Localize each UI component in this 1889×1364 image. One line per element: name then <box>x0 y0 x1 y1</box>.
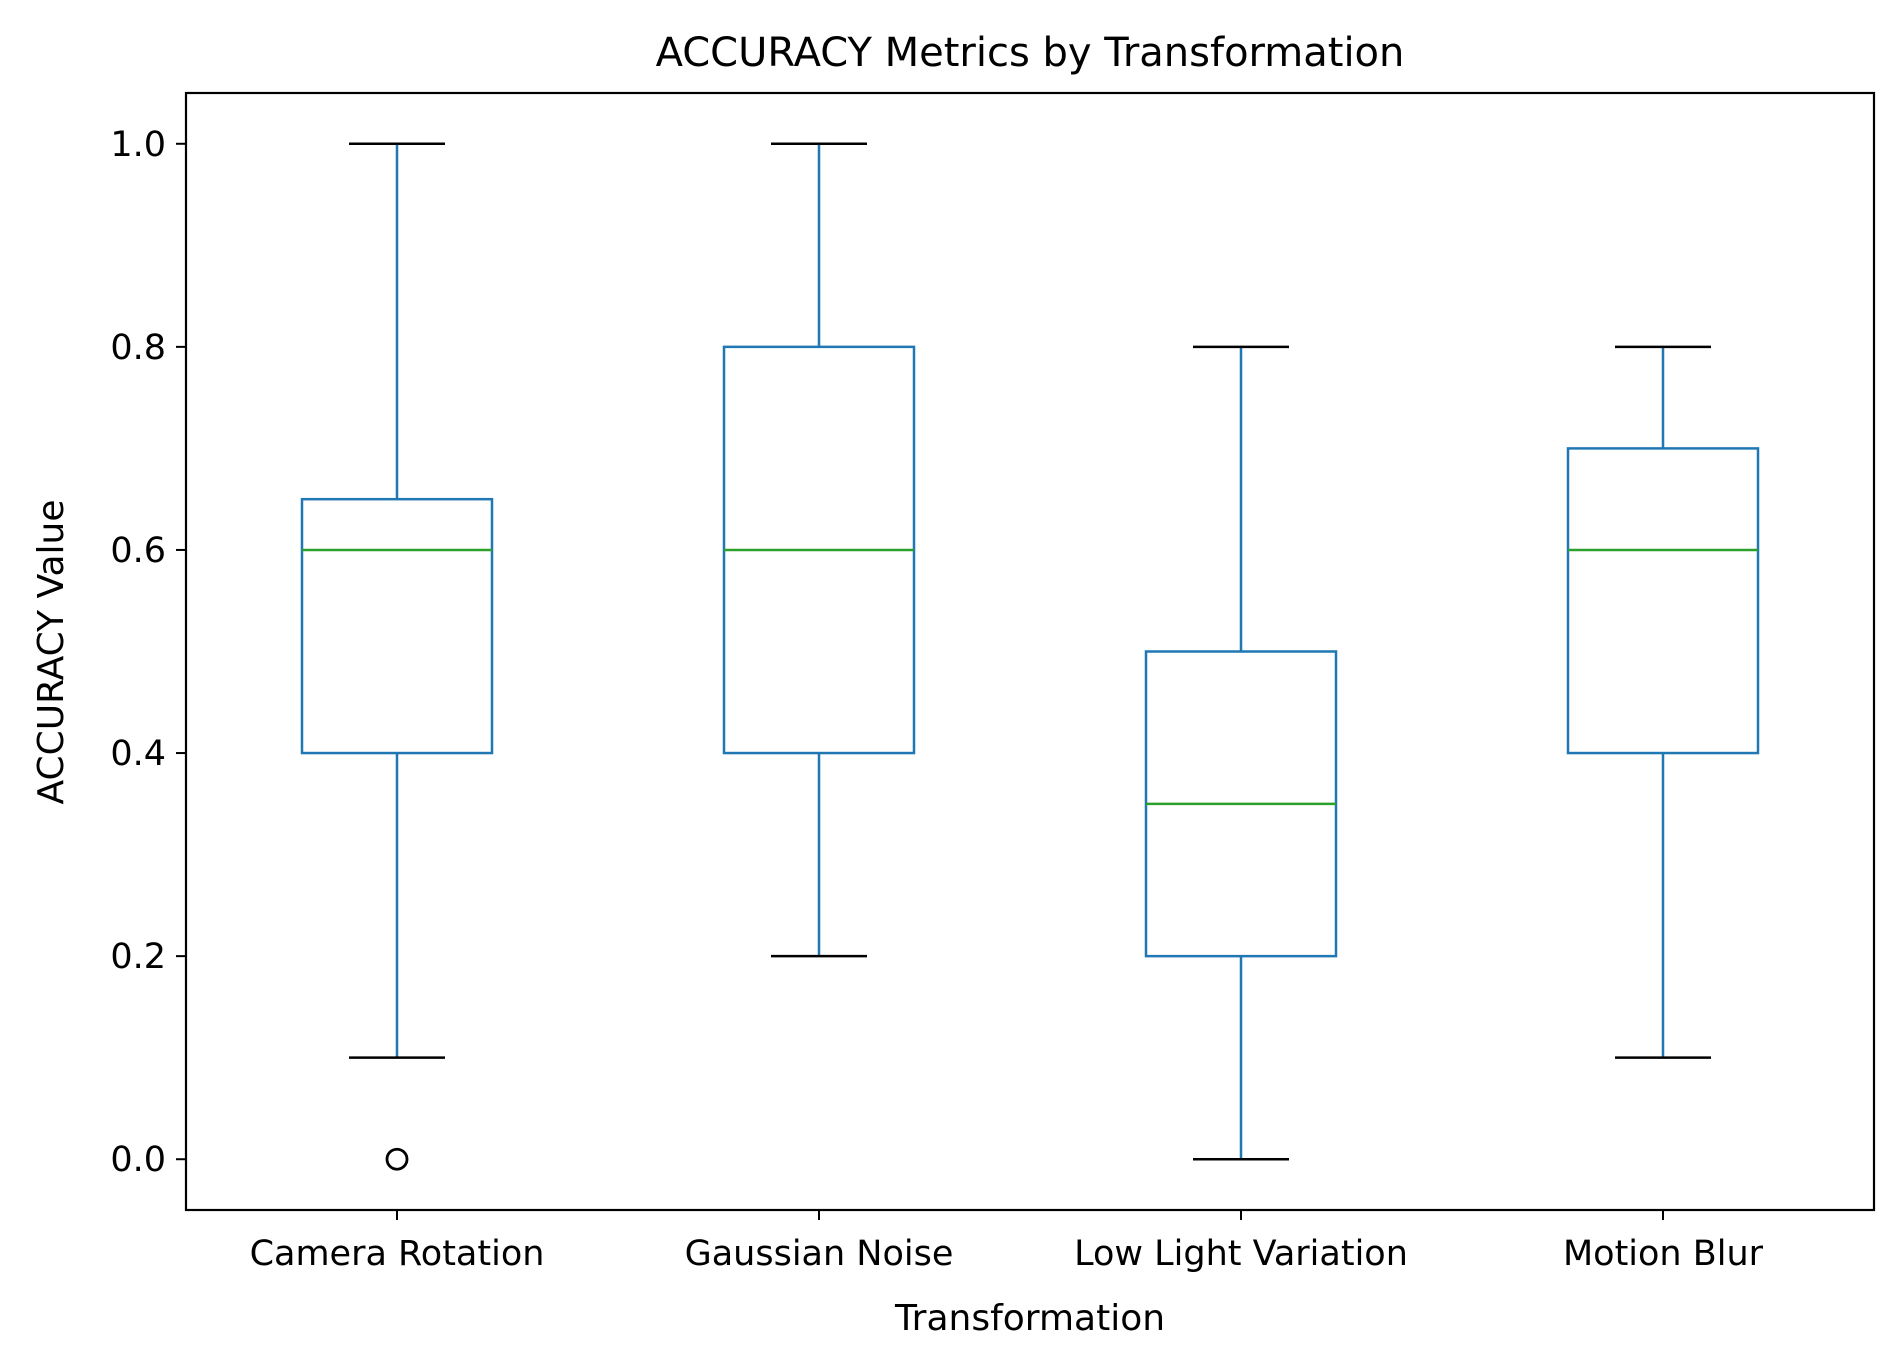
x-tick-label: Low Light Variation <box>1074 1234 1408 1274</box>
box-group <box>1144 345 1338 1161</box>
outlier-point <box>385 1147 409 1171</box>
x-tick-label: Gaussian Noise <box>685 1234 954 1274</box>
iqr-box <box>1566 447 1760 755</box>
plot-area <box>300 142 1760 1171</box>
box-group <box>722 142 916 958</box>
y-tick-label: 0.0 <box>110 1140 166 1180</box>
x-tick-label: Camera Rotation <box>250 1234 545 1274</box>
box-group <box>300 142 494 1171</box>
y-axis-label: ACCURACY Value <box>31 500 72 805</box>
iqr-box <box>300 497 494 755</box>
y-tick-label: 0.2 <box>110 937 166 977</box>
box-group <box>1566 345 1760 1059</box>
x-tick-label: Motion Blur <box>1563 1234 1764 1274</box>
plot-frame <box>184 91 1876 1212</box>
y-tick-label: 0.4 <box>110 734 166 774</box>
y-axis: 0.0 0.2 0.4 0.6 0.8 1.0 <box>110 125 186 1180</box>
y-tick-label: 1.0 <box>110 125 166 165</box>
x-axis-label: Transformation <box>894 1298 1165 1339</box>
y-tick-label: 0.8 <box>110 328 166 368</box>
x-axis: Camera Rotation Gaussian Noise Low Light V… <box>250 1210 1764 1274</box>
y-tick-label: 0.6 <box>110 531 166 571</box>
chart-title: ACCURACY Metrics by Transformation <box>656 30 1405 76</box>
